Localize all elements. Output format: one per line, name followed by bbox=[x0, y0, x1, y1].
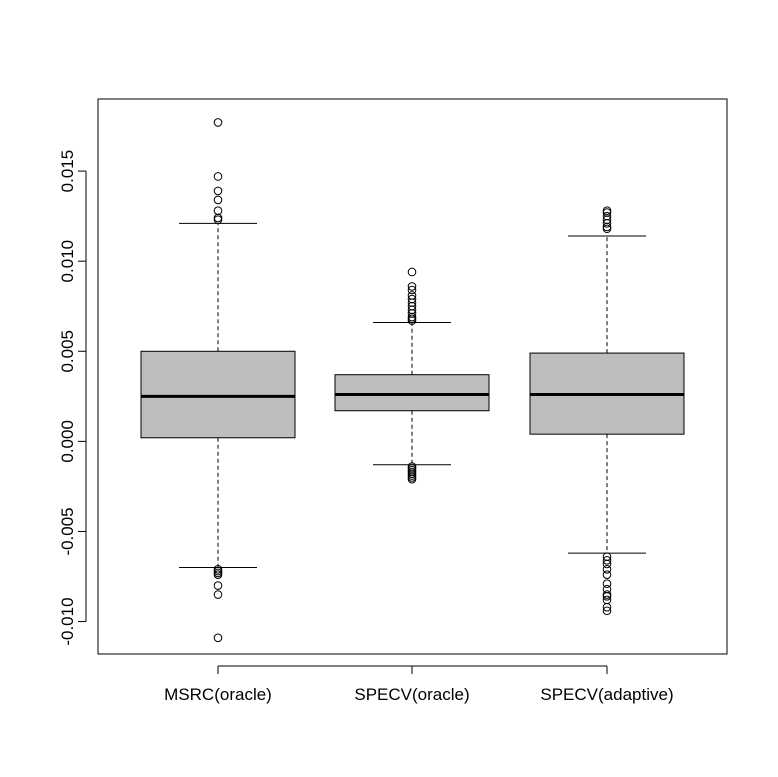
outlier-point bbox=[602, 606, 612, 616]
box-group-3 bbox=[529, 206, 685, 616]
y-tick-label: 0.005 bbox=[58, 330, 77, 373]
x-tick-label: SPECV(adaptive) bbox=[540, 685, 673, 704]
outlier-point bbox=[602, 555, 612, 565]
y-tick-label: 0.000 bbox=[58, 420, 77, 463]
outlier-point bbox=[213, 215, 223, 225]
box-group-2 bbox=[334, 267, 490, 484]
outlier-point bbox=[602, 602, 612, 612]
outlier-point bbox=[602, 570, 612, 580]
box-group-1 bbox=[140, 118, 296, 643]
outlier-point bbox=[602, 579, 612, 589]
x-tick-label: MSRC(oracle) bbox=[164, 685, 272, 704]
plot-frame bbox=[97, 98, 728, 655]
iqr-box bbox=[140, 350, 296, 439]
outlier-point bbox=[602, 559, 612, 569]
outlier-point bbox=[213, 633, 223, 643]
outlier-point bbox=[213, 590, 223, 599]
outlier-point bbox=[407, 267, 417, 277]
outlier-point bbox=[213, 172, 223, 181]
outlier-point bbox=[213, 581, 223, 590]
outlier-point bbox=[213, 186, 223, 196]
outlier-point bbox=[602, 224, 612, 234]
boxes-layer bbox=[140, 118, 685, 643]
outlier-point bbox=[602, 592, 612, 601]
x-tick-label: SPECV(oracle) bbox=[354, 685, 469, 704]
x-axis: MSRC(oracle) SPECV(oracle) SPECV(adaptive) bbox=[164, 665, 674, 704]
y-tick-label: 0.015 bbox=[58, 150, 77, 193]
outlier-point bbox=[602, 565, 612, 574]
outlier-point bbox=[407, 285, 417, 295]
outlier-point bbox=[407, 316, 417, 325]
outlier-point bbox=[602, 219, 612, 228]
outlier-point bbox=[213, 195, 223, 205]
iqr-box bbox=[334, 374, 490, 412]
y-tick-label: -0.005 bbox=[58, 507, 77, 555]
y-tick-label: 0.010 bbox=[58, 240, 77, 283]
outlier-point bbox=[213, 570, 223, 580]
y-axis: -0.010 -0.005 0.000 0.005 0.010 0.015 bbox=[58, 150, 87, 646]
outlier-point bbox=[407, 474, 417, 484]
outlier-point bbox=[213, 118, 223, 127]
outlier-point bbox=[407, 282, 417, 291]
y-tick-label: -0.010 bbox=[58, 597, 77, 645]
